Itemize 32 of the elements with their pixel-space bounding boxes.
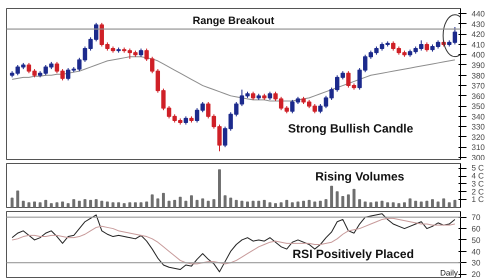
y-tick-label: 5 C bbox=[472, 164, 484, 173]
y-tick-label: 420 bbox=[472, 30, 486, 40]
y-tick-label: 340 bbox=[472, 112, 486, 122]
y-tick-label: 2 C bbox=[472, 187, 484, 196]
candlestick bbox=[424, 42, 430, 52]
y-tick-label: 350 bbox=[472, 102, 486, 112]
y-tick-label: 410 bbox=[472, 40, 486, 50]
y-tick-label: 40 bbox=[472, 247, 481, 256]
annotation: Strong Bullish Candle bbox=[288, 121, 414, 136]
y-tick-label: 360 bbox=[472, 92, 486, 101]
annotation: Rising Volumes bbox=[315, 169, 405, 184]
y-tick-label: 370 bbox=[472, 82, 486, 91]
line-series bbox=[12, 218, 456, 264]
y-tick-label: 30 bbox=[472, 258, 481, 268]
y-tick-label: 70 bbox=[472, 213, 481, 222]
y-tick-label: 60 bbox=[472, 224, 481, 234]
y-tick-label: 50 bbox=[472, 236, 481, 245]
y-tick-label: 20 bbox=[472, 270, 481, 280]
y-tick-label: 330 bbox=[472, 122, 486, 132]
y-tick-label: 440 bbox=[472, 10, 486, 19]
annotation: RSI Positively Placed bbox=[292, 247, 414, 261]
y-tick-label: 1 C bbox=[472, 195, 484, 204]
y-tick-label: 390 bbox=[472, 60, 486, 70]
y-tick-label: 400 bbox=[472, 50, 486, 60]
y-tick-label: 320 bbox=[472, 132, 486, 142]
ref-line-label: Range Breakout bbox=[192, 15, 275, 28]
y-tick-label: 380 bbox=[472, 71, 486, 80]
y-tick-label: 4 C bbox=[472, 172, 484, 181]
y-tick-label: 430 bbox=[472, 20, 486, 29]
annotation: Daily bbox=[440, 268, 458, 278]
y-tick-label: 3 C bbox=[472, 179, 484, 188]
y-tick-label: 310 bbox=[472, 143, 486, 152]
